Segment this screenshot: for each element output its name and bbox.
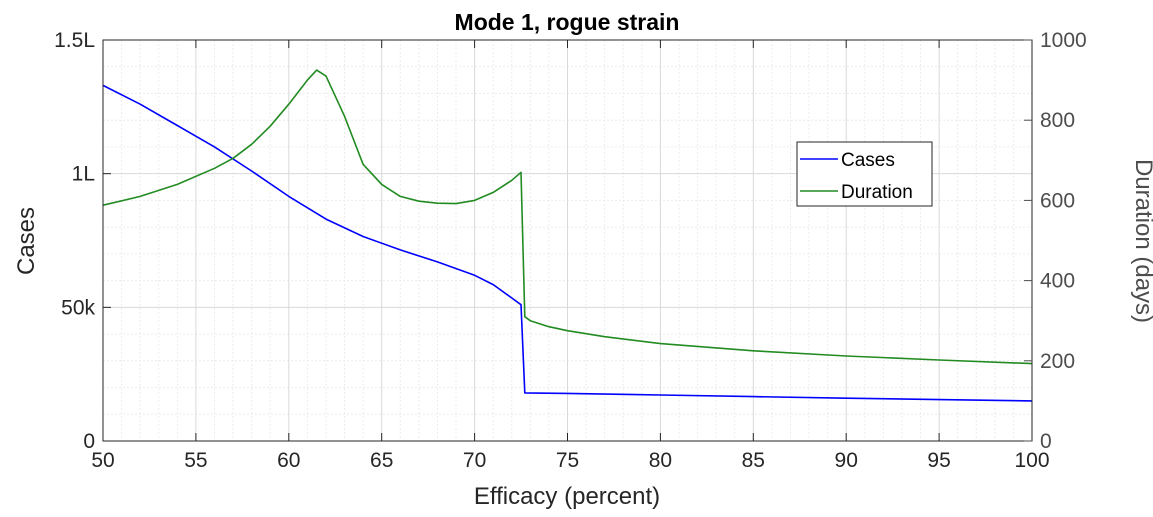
legend: Cases Duration [796,141,933,207]
y-right-tick-label: 800 [1040,109,1075,132]
x-tick-label: 80 [649,449,672,472]
y-right-tick-label: 400 [1040,270,1075,293]
series-line-duration [102,69,1033,365]
y-axis-label-right: Duration (days) [1130,159,1153,323]
y-right-tick-label: 1000 [1040,29,1087,52]
x-tick-label: 60 [277,449,300,472]
y-right-tick-label: 600 [1040,189,1075,212]
y-right-tick-label: 0 [1040,430,1052,453]
legend-label-duration: Duration [841,182,913,203]
y-right-tick-label: 200 [1040,350,1075,373]
y-left-tick-label: 0 [83,430,95,453]
x-tick-label: 55 [184,449,207,472]
x-tick-label: 85 [742,449,765,472]
x-tick-label: 100 [1014,449,1049,472]
x-tick-label: 70 [463,449,486,472]
x-tick-label: 90 [835,449,858,472]
legend-box [796,141,933,207]
chart-title: Mode 1, rogue strain [455,9,680,35]
y-left-tick-label: 50k [61,296,95,319]
legend-label-cases: Cases [841,150,895,171]
ticks-layer [102,39,1033,442]
y-left-tick-label: 1.5L [54,29,95,52]
series-layer [102,69,1033,402]
x-tick-label: 75 [556,449,579,472]
y-axis-label-left: Cases [13,207,40,275]
x-axis-label: Efficacy (percent) [474,483,660,510]
x-tick-label: 95 [927,449,950,472]
series-line-cases [102,84,1033,402]
x-tick-label: 65 [370,449,393,472]
x-tick-label: 50 [91,449,114,472]
tick-labels: 50 55 60 65 70 75 80 85 90 95 100050k1L1.5L0200400… [54,29,1087,472]
y-left-tick-label: 1L [72,163,95,186]
